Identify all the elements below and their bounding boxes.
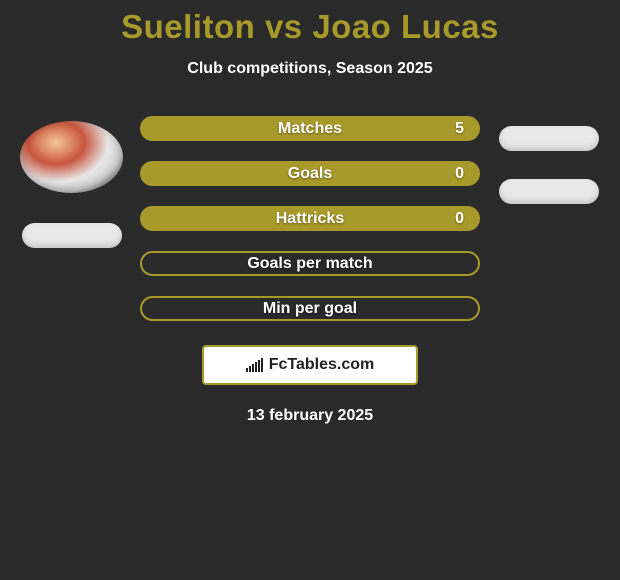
page-subtitle: Club competitions, Season 2025 (0, 60, 620, 78)
page-title: Sueliton vs Joao Lucas (0, 8, 620, 46)
stat-bar-value: 5 (455, 120, 464, 138)
stat-bar-goals: Goals 0 (140, 161, 480, 186)
content-row: Matches 5 Goals 0 Hattricks 0 Goals per … (0, 116, 620, 321)
brand-text: FcTables.com (269, 356, 375, 374)
stat-bar-min-per-goal: Min per goal (140, 296, 480, 321)
stat-bar-value: 0 (455, 210, 464, 228)
stat-pill (22, 223, 122, 248)
stat-bar-hattricks: Hattricks 0 (140, 206, 480, 231)
stat-bar-label: Hattricks (276, 210, 344, 228)
stat-bar-label: Goals per match (247, 255, 372, 273)
stats-card: Sueliton vs Joao Lucas Club competitions… (0, 0, 620, 425)
date-label: 13 february 2025 (0, 407, 620, 425)
stat-pill (499, 126, 599, 151)
stat-bar-matches: Matches 5 (140, 116, 480, 141)
stat-bars: Matches 5 Goals 0 Hattricks 0 Goals per … (140, 116, 480, 321)
player-left-avatar (20, 121, 123, 193)
bar-chart-icon (246, 358, 263, 372)
left-column (19, 116, 124, 248)
stat-bar-label: Min per goal (263, 300, 357, 318)
stat-bar-label: Goals (288, 165, 332, 183)
brand-badge[interactable]: FcTables.com (202, 345, 418, 385)
right-column (496, 116, 601, 204)
stat-bar-value: 0 (455, 165, 464, 183)
stat-bar-goals-per-match: Goals per match (140, 251, 480, 276)
stat-pill (499, 179, 599, 204)
stat-bar-label: Matches (278, 120, 342, 138)
